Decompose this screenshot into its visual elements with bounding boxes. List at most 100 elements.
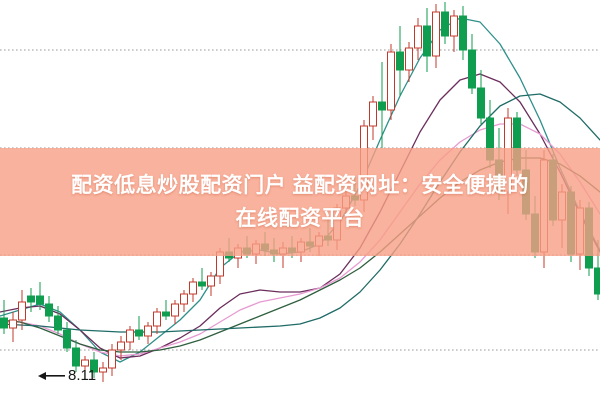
- candle: [513, 112, 521, 176]
- candle: [405, 42, 413, 82]
- candle: [18, 290, 26, 330]
- candle-body: [351, 195, 359, 201]
- candle-body: [369, 101, 377, 127]
- ma-line-1: [0, 73, 600, 359]
- candle: [585, 202, 593, 276]
- candle-body: [594, 267, 600, 295]
- candle-body: [540, 159, 548, 253]
- candle-body: [459, 15, 467, 51]
- candle-body: [567, 191, 575, 255]
- candle-body: [342, 195, 350, 209]
- candle: [315, 232, 323, 256]
- candle-body: [135, 329, 143, 337]
- candle: [63, 322, 71, 352]
- candle-body: [45, 303, 53, 317]
- candle-body: [72, 347, 80, 367]
- candle-body: [234, 247, 242, 259]
- candle-body: [396, 51, 404, 71]
- candle-body: [324, 235, 332, 241]
- candle-body: [441, 11, 449, 37]
- candle: [99, 362, 107, 382]
- candle-body: [90, 359, 98, 373]
- candle: [171, 300, 179, 324]
- candle: [27, 288, 35, 312]
- candle-body: [207, 275, 215, 287]
- candle: [360, 120, 368, 212]
- candle: [522, 150, 530, 220]
- candle-body: [108, 349, 116, 369]
- candle-body: [558, 191, 566, 221]
- candle: [540, 150, 548, 268]
- candle-body: [306, 241, 314, 247]
- candle-body: [18, 301, 26, 321]
- candle: [441, 2, 449, 44]
- candle: [162, 300, 170, 320]
- candle-body: [333, 207, 341, 241]
- candle: [270, 238, 278, 262]
- candle-body: [423, 25, 431, 57]
- candle-body: [531, 213, 539, 253]
- candle-body: [486, 117, 494, 161]
- candle: [468, 34, 476, 94]
- candle-body: [171, 303, 179, 317]
- candle: [486, 100, 494, 168]
- candle-body: [225, 251, 233, 259]
- candle: [36, 282, 44, 310]
- candle: [531, 196, 539, 258]
- candle: [72, 340, 80, 372]
- ma-line-4: [0, 93, 600, 333]
- candle-body: [450, 15, 458, 37]
- candle-body: [9, 319, 17, 329]
- candle-body: [477, 87, 485, 119]
- candle-body: [288, 247, 296, 253]
- candle-body: [162, 311, 170, 317]
- candle: [333, 204, 341, 250]
- candle: [108, 344, 116, 376]
- candle: [432, 4, 440, 68]
- candle-body: [468, 49, 476, 89]
- candle-body: [522, 169, 530, 215]
- candle: [207, 272, 215, 296]
- candle-body: [216, 251, 224, 277]
- candle-body: [297, 241, 305, 253]
- candle-body: [261, 243, 269, 251]
- candle: [369, 96, 377, 140]
- candle: [495, 128, 503, 200]
- candle-body: [378, 101, 386, 111]
- candle: [126, 326, 134, 350]
- candle: [387, 44, 395, 120]
- candle-body: [153, 311, 161, 327]
- candle-body: [117, 341, 125, 351]
- candle: [378, 62, 386, 148]
- candle: [45, 296, 53, 322]
- candle-body: [198, 281, 206, 287]
- candle-body: [405, 47, 413, 71]
- candle-body: [513, 117, 521, 171]
- candle-body: [0, 317, 8, 329]
- candle-body: [585, 207, 593, 269]
- candle: [297, 238, 305, 262]
- candle: [9, 312, 17, 342]
- ma-line-2: [0, 123, 600, 357]
- candle-body: [99, 367, 107, 373]
- candle: [54, 306, 62, 334]
- candle: [477, 70, 485, 124]
- candle: [234, 244, 242, 268]
- candle: [504, 108, 512, 214]
- candle: [549, 154, 557, 226]
- candle-body: [495, 159, 503, 193]
- candle: [216, 248, 224, 284]
- candle-body: [81, 359, 89, 367]
- candle-body: [576, 207, 584, 255]
- candle-body: [27, 295, 35, 303]
- candle-body: [36, 295, 44, 305]
- candle: [81, 356, 89, 380]
- candle: [225, 238, 233, 262]
- candle: [153, 308, 161, 334]
- candle-body: [315, 235, 323, 247]
- candle-body: [270, 249, 278, 255]
- candle: [135, 316, 143, 340]
- candle: [252, 240, 260, 264]
